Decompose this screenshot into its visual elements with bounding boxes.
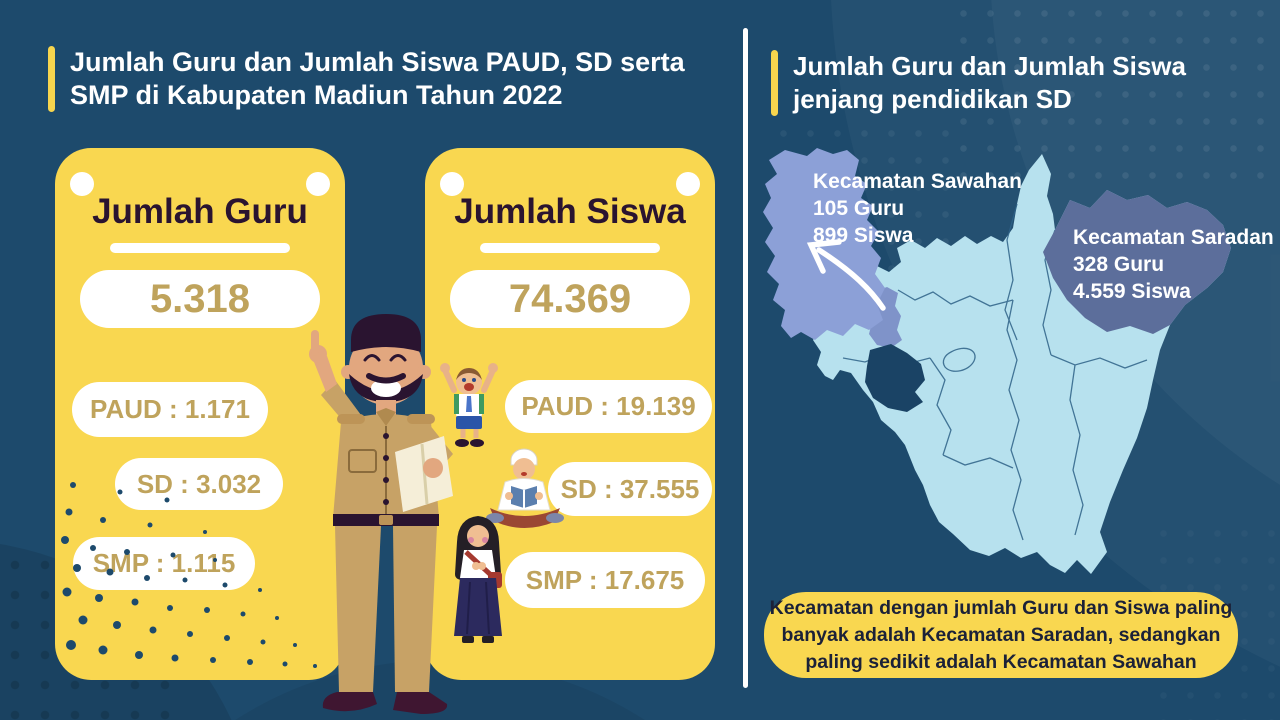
- madiun-map-svg: [763, 148, 1231, 574]
- title-accent-bar: [48, 46, 55, 112]
- left-title-block: Jumlah Guru dan Jumlah Siswa PAUD, SD se…: [48, 46, 728, 112]
- sawahan-label: Kecamatan Sawahan 105 Guru 899 Siswa: [813, 168, 1022, 249]
- left-title: Jumlah Guru dan Jumlah Siswa PAUD, SD se…: [70, 46, 685, 112]
- guru-smp-pill: SMP : 1.115: [73, 537, 255, 590]
- guru-paud-pill: PAUD : 1.171: [72, 382, 268, 437]
- note-line2: banyak adalah Kecamatan Saradan, sedangk…: [781, 623, 1221, 646]
- school-girl-illustration: [454, 516, 502, 643]
- note-line3: paling sedikit adalah Kecamatan Sawahan: [805, 650, 1197, 673]
- siswa-card-title: Jumlah Siswa: [454, 192, 686, 231]
- siswa-total: 74.369: [450, 270, 690, 328]
- reading-boy-illustration: [486, 448, 564, 528]
- cheering-boy-illustration: [440, 363, 498, 447]
- guru-total: 5.318: [80, 270, 320, 328]
- card-title-underline: [480, 243, 660, 253]
- arrow-icon: [806, 239, 886, 311]
- left-title-line2: SMP di Kabupaten Madiun Tahun 2022: [70, 80, 563, 110]
- right-title: Jumlah Guru dan Jumlah Siswa jenjang pen…: [793, 50, 1186, 116]
- map-region-saradan: [1043, 190, 1231, 334]
- sawahan-name: Kecamatan Sawahan: [813, 170, 1022, 193]
- dot-pattern: [950, 0, 1280, 190]
- right-title-line2: jenjang pendidikan SD: [793, 84, 1072, 114]
- madiun-map: Kecamatan Sawahan 105 Guru 899 Siswa Kec…: [755, 140, 1275, 590]
- conclusion-note: Kecamatan dengan jumlah Guru dan Siswa p…: [764, 592, 1238, 678]
- saradan-name: Kecamatan Saradan: [1073, 226, 1274, 249]
- card-title-underline: [110, 243, 290, 253]
- card-pin: [440, 172, 464, 196]
- siswa-card: Jumlah Siswa 74.369 PAUD : 19.139 SD : 3…: [425, 148, 715, 680]
- teacher-illustration: [309, 314, 453, 714]
- sawahan-guru: 105 Guru: [813, 197, 905, 220]
- card-pin: [676, 172, 700, 196]
- map-enclave-kota-madiun: [865, 344, 925, 412]
- saradan-label: Kecamatan Saradan 328 Guru 4.559 Siswa: [1073, 224, 1274, 305]
- siswa-sd-pill: SD : 37.555: [548, 462, 712, 516]
- confetti-dots: [61, 482, 317, 668]
- siswa-smp-pill: SMP : 17.675: [505, 552, 705, 608]
- guru-sd-pill: SD : 3.032: [115, 458, 283, 510]
- right-title-block: Jumlah Guru dan Jumlah Siswa jenjang pen…: [771, 50, 1251, 116]
- card-pin: [306, 172, 330, 196]
- sawahan-siswa: 899 Siswa: [813, 224, 914, 247]
- card-pin: [70, 172, 94, 196]
- left-title-line1: Jumlah Guru dan Jumlah Siswa PAUD, SD se…: [70, 47, 685, 77]
- title-accent-bar: [771, 50, 778, 116]
- note-line1: Kecamatan dengan jumlah Guru dan Siswa p…: [769, 596, 1233, 619]
- saradan-guru: 328 Guru: [1073, 253, 1165, 276]
- saradan-siswa: 4.559 Siswa: [1073, 280, 1191, 303]
- guru-card: Jumlah Guru 5.318 PAUD : 1.171 SD : 3.03…: [55, 148, 345, 680]
- guru-card-title: Jumlah Guru: [92, 192, 308, 231]
- section-divider: [743, 28, 748, 688]
- siswa-paud-pill: PAUD : 19.139: [505, 380, 712, 433]
- right-title-line1: Jumlah Guru dan Jumlah Siswa: [793, 51, 1186, 81]
